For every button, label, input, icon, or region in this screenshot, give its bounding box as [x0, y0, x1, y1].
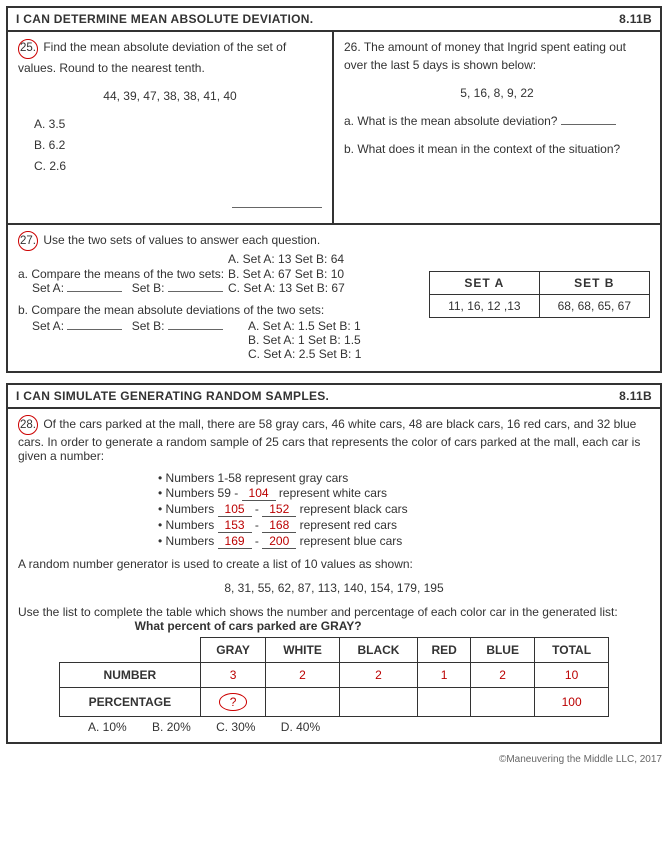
row-q25-q26: 25. Find the mean absolute deviation of …	[8, 32, 660, 223]
n-black: 2	[339, 662, 418, 687]
q26-a-blank[interactable]	[561, 124, 616, 125]
q28-b1: • Numbers 1-58 represent gray cars	[158, 471, 650, 485]
q28-tableintro: Use the list to complete the table which…	[18, 605, 650, 633]
q25-options: A. 3.5 B. 6.2 C. 2.6	[34, 115, 322, 175]
n-total: 10	[535, 662, 609, 687]
q27-th-a: SET A	[430, 271, 540, 294]
section-header-1: I CAN DETERMINE MEAN ABSOLUTE DEVIATION.…	[8, 8, 660, 32]
q27-means-q: a. Compare the means of the two sets:	[18, 267, 224, 281]
section-mad: I CAN DETERMINE MEAN ABSOLUTE DEVIATION.…	[6, 6, 662, 373]
q28-ans-a[interactable]: A. 10%	[88, 720, 127, 734]
q27-means-setB-blank[interactable]	[168, 291, 223, 292]
q27-td-b: 68, 68, 65, 67	[539, 294, 649, 317]
p-red[interactable]	[418, 687, 471, 716]
q25-answer-blank[interactable]	[232, 207, 322, 208]
n-white: 2	[266, 662, 339, 687]
q27-prompt: Use the two sets of values to answer eac…	[43, 233, 320, 247]
q27-means-c[interactable]: C. Set A: 13 Set B: 67	[228, 281, 345, 295]
section-random-samples: I CAN SIMULATE GENERATING RANDOM SAMPLES…	[6, 383, 662, 744]
q27-mad-setA-blank[interactable]	[67, 329, 122, 330]
q26-sub-a: a. What is the mean absolute deviation?	[344, 112, 650, 130]
q28-randnums: 8, 31, 55, 62, 87, 113, 140, 154, 179, 1…	[18, 581, 650, 595]
q28-answers: A. 10% B. 20% C. 30% D. 40%	[88, 720, 650, 734]
q28-bullets: • Numbers 1-58 represent gray cars • Num…	[158, 471, 650, 549]
h-black: BLACK	[339, 637, 418, 662]
q28-ans-c[interactable]: C. 30%	[216, 720, 255, 734]
p-black[interactable]	[339, 687, 418, 716]
p-gray-cell: ?	[200, 687, 266, 716]
q25-number-circle: 25.	[18, 39, 38, 59]
q28-cell: 28. Of the cars parked at the mall, ther…	[8, 409, 660, 742]
q27-means-setA-blank[interactable]	[67, 291, 122, 292]
q26-sub-b: b. What does it mean in the context of t…	[344, 140, 650, 158]
q28-ans-d[interactable]: D. 40%	[281, 720, 320, 734]
section-header-2: I CAN SIMULATE GENERATING RANDOM SAMPLES…	[8, 385, 660, 409]
q28-b5: • Numbers 169 - 200 represent blue cars	[158, 534, 650, 549]
q27-td-a: 11, 16, 12 ,13	[430, 294, 540, 317]
q28-number-circle: 28.	[18, 415, 38, 435]
row-pct-label: PERCENTAGE	[60, 687, 201, 716]
section-standard-1: 8.11B	[619, 12, 652, 26]
q27-means-options: A. Set A: 13 Set B: 64	[228, 252, 650, 266]
q27-mad-c[interactable]: C. Set A: 2.5 Set B: 1	[248, 347, 361, 361]
n-red: 1	[418, 662, 471, 687]
q28-ans-b[interactable]: B. 20%	[152, 720, 191, 734]
h-red: RED	[418, 637, 471, 662]
q25-cell: 25. Find the mean absolute deviation of …	[8, 32, 334, 223]
q26-cell: 26. The amount of money that Ingrid spen…	[334, 32, 660, 223]
footer-copyright: ©Maneuvering the Middle LLC, 2017	[6, 754, 662, 765]
h-white: WHITE	[266, 637, 339, 662]
q27-th-b: SET B	[539, 271, 649, 294]
q28-bold-question: What percent of cars parked are GRAY?	[135, 619, 362, 633]
q28-b4: • Numbers 153 - 168 represent red cars	[158, 518, 650, 533]
q27-mad-setB-blank[interactable]	[168, 329, 223, 330]
q28-b2: • Numbers 59 - 104 represent white cars	[158, 486, 650, 501]
section-title-1: I CAN DETERMINE MEAN ABSOLUTE DEVIATION.	[16, 12, 313, 26]
q25-data: 44, 39, 47, 38, 38, 41, 40	[18, 87, 322, 105]
q28-color-table: GRAY WHITE BLACK RED BLUE TOTAL NUMBER 3…	[59, 637, 609, 717]
q27-means-a[interactable]: A. Set A: 13 Set B: 64	[228, 252, 650, 266]
q25-opt-b[interactable]: B. 6.2	[34, 136, 322, 154]
h-gray: GRAY	[200, 637, 266, 662]
q25-opt-c[interactable]: C. 2.6	[34, 157, 322, 175]
q26-data: 5, 16, 8, 9, 22	[344, 84, 650, 102]
section-title-2: I CAN SIMULATE GENERATING RANDOM SAMPLES…	[16, 389, 329, 403]
row-number-label: NUMBER	[60, 662, 201, 687]
n-blue: 2	[471, 662, 535, 687]
p-blue[interactable]	[471, 687, 535, 716]
p-gray-oval: ?	[219, 693, 248, 711]
q25-prompt: Find the mean absolute deviation of the …	[18, 40, 286, 75]
n-gray: 3	[200, 662, 266, 687]
q28-b3: • Numbers 105 - 152 represent black cars	[158, 502, 650, 517]
h-total: TOTAL	[535, 637, 609, 662]
q28-randline: A random number generator is used to cre…	[18, 557, 650, 571]
q26-prompt: The amount of money that Ingrid spent ea…	[344, 40, 626, 72]
section-standard-2: 8.11B	[619, 389, 652, 403]
p-white[interactable]	[266, 687, 339, 716]
q27-means-b[interactable]: B. Set A: 67 Set B: 10	[228, 267, 344, 281]
q27-cell: 27. Use the two sets of values to answer…	[8, 223, 660, 371]
h-blue: BLUE	[471, 637, 535, 662]
q26-number: 26.	[344, 40, 361, 54]
q25-opt-a[interactable]: A. 3.5	[34, 115, 322, 133]
q27-mad-a[interactable]: A. Set A: 1.5 Set B: 1	[248, 319, 361, 333]
p-total: 100	[535, 687, 609, 716]
q27-mad-b[interactable]: B. Set A: 1 Set B: 1.5	[248, 333, 361, 347]
q27-number-circle: 27.	[18, 231, 38, 251]
q28-prompt: Of the cars parked at the mall, there ar…	[18, 417, 640, 463]
q27-sets-table: SET A SET B 11, 16, 12 ,13 68, 68, 65, 6…	[429, 271, 650, 318]
